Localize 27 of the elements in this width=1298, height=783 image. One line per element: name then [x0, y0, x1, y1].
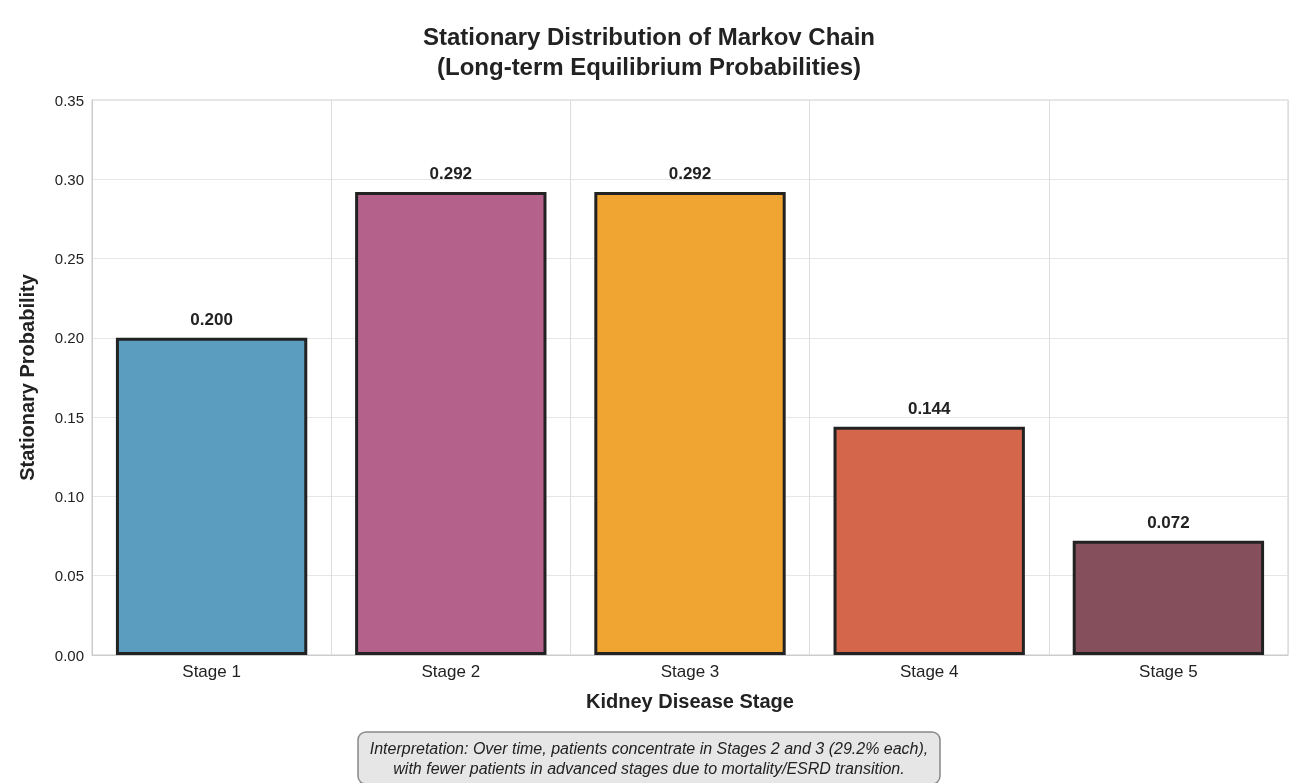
- bar: [1072, 540, 1265, 655]
- x-tick-label: Stage 1: [182, 662, 241, 681]
- text: 0.10: [54, 487, 84, 505]
- chart-title: Stationary Distribution of Markov Chain (Long-term Equilibrium Probabilities): [422, 22, 876, 80]
- x-tick-label: Stage 5: [1139, 662, 1198, 681]
- data-label: 0.200: [190, 309, 233, 329]
- x-tick-label: Stage 4: [899, 662, 959, 681]
- x-tick-label: Stage 2: [421, 662, 481, 681]
- data-label: 0.292: [429, 163, 473, 183]
- text: 0.05: [54, 567, 84, 585]
- text: 0.30: [54, 170, 84, 188]
- y-axis-title: Stationary Probability: [16, 273, 38, 481]
- bar: [594, 191, 786, 655]
- text: 0.15: [54, 408, 84, 426]
- x-axis-title: Kidney Disease Stage: [586, 690, 794, 712]
- bar: [355, 191, 547, 655]
- data-label: 0.144: [907, 398, 952, 418]
- bar: [115, 337, 308, 655]
- text: 0.00: [54, 646, 84, 664]
- text: 0.20: [54, 329, 84, 347]
- bar: [833, 426, 1025, 655]
- data-label: 0.072: [1147, 512, 1190, 532]
- text: 0.25: [54, 250, 84, 268]
- text: 0.35: [54, 91, 84, 109]
- x-tick-label: Stage 3: [660, 662, 720, 681]
- data-label: 0.292: [668, 163, 712, 183]
- text: Interpretation: Over time, patients concentrate in Stages 2 and 3 (29.2% each), with fewer patients in advanced stages due to mortality/ESRD transition.: [369, 739, 929, 777]
